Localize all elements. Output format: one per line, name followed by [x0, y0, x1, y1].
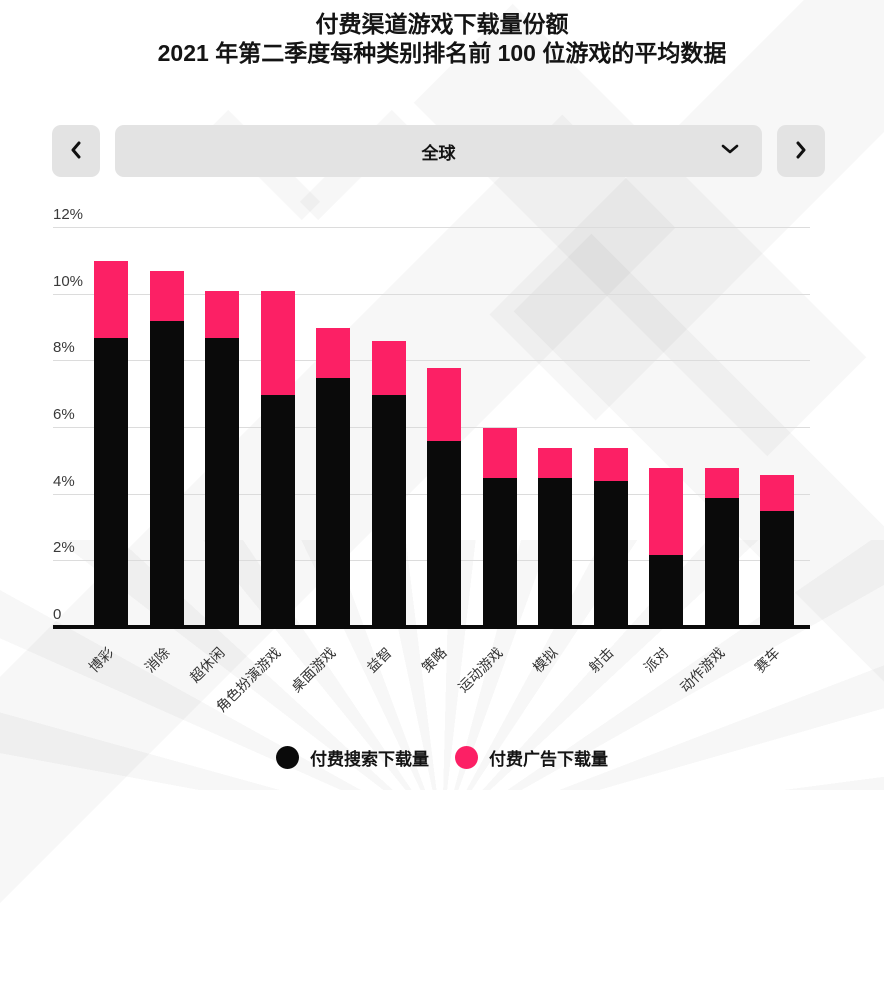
bar-segment-付费广告下载量[interactable]: [649, 468, 683, 555]
bar-射击[interactable]: [593, 208, 628, 628]
bar-segment-付费广告下载量[interactable]: [482, 428, 517, 478]
x-label-text: 消除: [141, 644, 173, 676]
bars-row: [94, 208, 794, 628]
legend-item-付费广告下载量: 付费广告下载量: [455, 745, 608, 770]
bar-派对[interactable]: [649, 208, 683, 628]
bar-segment-付费广告下载量[interactable]: [205, 291, 239, 338]
bar-segment-付费广告下载量[interactable]: [371, 341, 406, 395]
y-tick-label: 12%: [53, 206, 84, 223]
bar-segment-付费搜索下载量[interactable]: [593, 481, 628, 628]
bar-segment-付费广告下载量[interactable]: [149, 271, 184, 322]
region-dropdown[interactable]: 全球: [115, 125, 762, 177]
x-label-text: 策略: [418, 644, 450, 676]
plot-area: 12% 10% 8% 6% 4% 2% 0: [53, 206, 810, 629]
x-label-text: 派对: [640, 644, 672, 676]
legend-item-付费搜索下载量: 付费搜索下载量: [276, 745, 429, 770]
bar-动作游戏[interactable]: [704, 208, 739, 628]
x-label-text: 博彩: [85, 644, 117, 676]
bar-segment-付费广告下载量[interactable]: [538, 448, 572, 478]
bar-桌面游戏[interactable]: [316, 208, 350, 628]
x-axis-line: [53, 625, 810, 629]
bar-segment-付费广告下载量[interactable]: [760, 474, 794, 512]
y-tick-label: 4%: [53, 472, 75, 490]
bar-segment-付费搜索下载量[interactable]: [94, 338, 128, 628]
prev-region-button[interactable]: [52, 125, 100, 177]
bar-角色扮演游戏[interactable]: [260, 208, 295, 628]
x-label-text: 桌面游戏: [287, 644, 339, 696]
bar-segment-付费搜索下载量[interactable]: [760, 511, 794, 628]
x-axis-labels: 博彩 消除 超休闲 角色扮演游戏 桌面游戏 益智 策略 运动游戏 模拟 射击 派对 动作游戏 赛车: [53, 640, 810, 755]
legend-label: 付费搜索下载量: [310, 750, 429, 769]
bar-segment-付费搜索下载量[interactable]: [649, 554, 683, 628]
bar-segment-付费搜索下载量[interactable]: [704, 498, 739, 628]
bar-运动游戏[interactable]: [482, 208, 517, 628]
bar-segment-付费搜索下载量[interactable]: [538, 478, 572, 628]
bar-segment-付费搜索下载量[interactable]: [482, 478, 517, 628]
y-tick-label: 2%: [53, 539, 75, 557]
x-label-text: 运动游戏: [454, 644, 506, 696]
chart-title-line2: 2021 年第二季度每种类别排名前 100 位游戏的平均数据: [157, 40, 727, 67]
chevron-left-icon: [69, 141, 83, 162]
chart-title-line1: 付费渠道游戏下载量份额: [315, 11, 569, 37]
bar-segment-付费广告下载量[interactable]: [593, 448, 628, 482]
legend-dot: [276, 746, 299, 769]
bar-segment-付费搜索下载量[interactable]: [316, 378, 350, 628]
bar-segment-付费搜索下载量[interactable]: [371, 394, 406, 628]
bar-赛车[interactable]: [760, 208, 794, 628]
legend-dot: [455, 746, 478, 769]
y-tick-label: 0: [53, 606, 62, 623]
bar-segment-付费搜索下载量[interactable]: [427, 441, 461, 628]
gridline-12: [53, 227, 810, 228]
bar-segment-付费广告下载量[interactable]: [260, 291, 295, 395]
bar-segment-付费广告下载量[interactable]: [94, 261, 128, 338]
y-tick-label: 10%: [53, 272, 84, 290]
x-label-text: 动作游戏: [676, 644, 728, 696]
bar-segment-付费广告下载量[interactable]: [704, 468, 739, 498]
chart-legend: 付费搜索下载量 付费广告下载量: [0, 745, 884, 770]
chevron-right-icon: [794, 141, 808, 162]
region-carousel: 全球: [52, 125, 825, 177]
bar-segment-付费搜索下载量[interactable]: [205, 338, 239, 628]
y-tick-label: 8%: [53, 339, 75, 357]
bar-segment-付费搜索下载量[interactable]: [149, 321, 184, 628]
x-label-text: 赛车: [751, 644, 783, 676]
x-label-text: 模拟: [529, 644, 561, 676]
bar-segment-付费广告下载量[interactable]: [316, 328, 350, 378]
x-label-text: 射击: [585, 644, 617, 676]
x-label-text: 超休闲: [186, 644, 228, 686]
next-region-button[interactable]: [777, 125, 825, 177]
bar-模拟[interactable]: [538, 208, 572, 628]
bar-segment-付费广告下载量[interactable]: [427, 368, 461, 442]
gridline-10: [53, 293, 810, 295]
bar-博彩[interactable]: [94, 208, 128, 628]
bar-消除[interactable]: [149, 208, 184, 628]
bar-益智[interactable]: [371, 208, 406, 628]
stacked-bar-chart: 12% 10% 8% 6% 4% 2% 0 博彩 消除 超休闲 角色扮演游戏 桌面游戏 益智 策略 运动游…: [53, 206, 810, 715]
legend-label: 付费广告下载量: [489, 750, 608, 769]
bar-segment-付费搜索下载量[interactable]: [260, 394, 295, 628]
chart-header: 付费渠道游戏下载量份额 2021 年第二季度每种类别排名前 100 位游戏的平均…: [0, 0, 884, 69]
x-label-text: 益智: [363, 644, 395, 676]
bar-超休闲[interactable]: [205, 208, 239, 628]
chevron-down-icon: [720, 142, 740, 160]
bar-策略[interactable]: [427, 208, 461, 628]
region-dropdown-value: 全球: [421, 143, 456, 163]
y-tick-label: 6%: [53, 406, 75, 423]
gridline-8: [53, 360, 810, 362]
